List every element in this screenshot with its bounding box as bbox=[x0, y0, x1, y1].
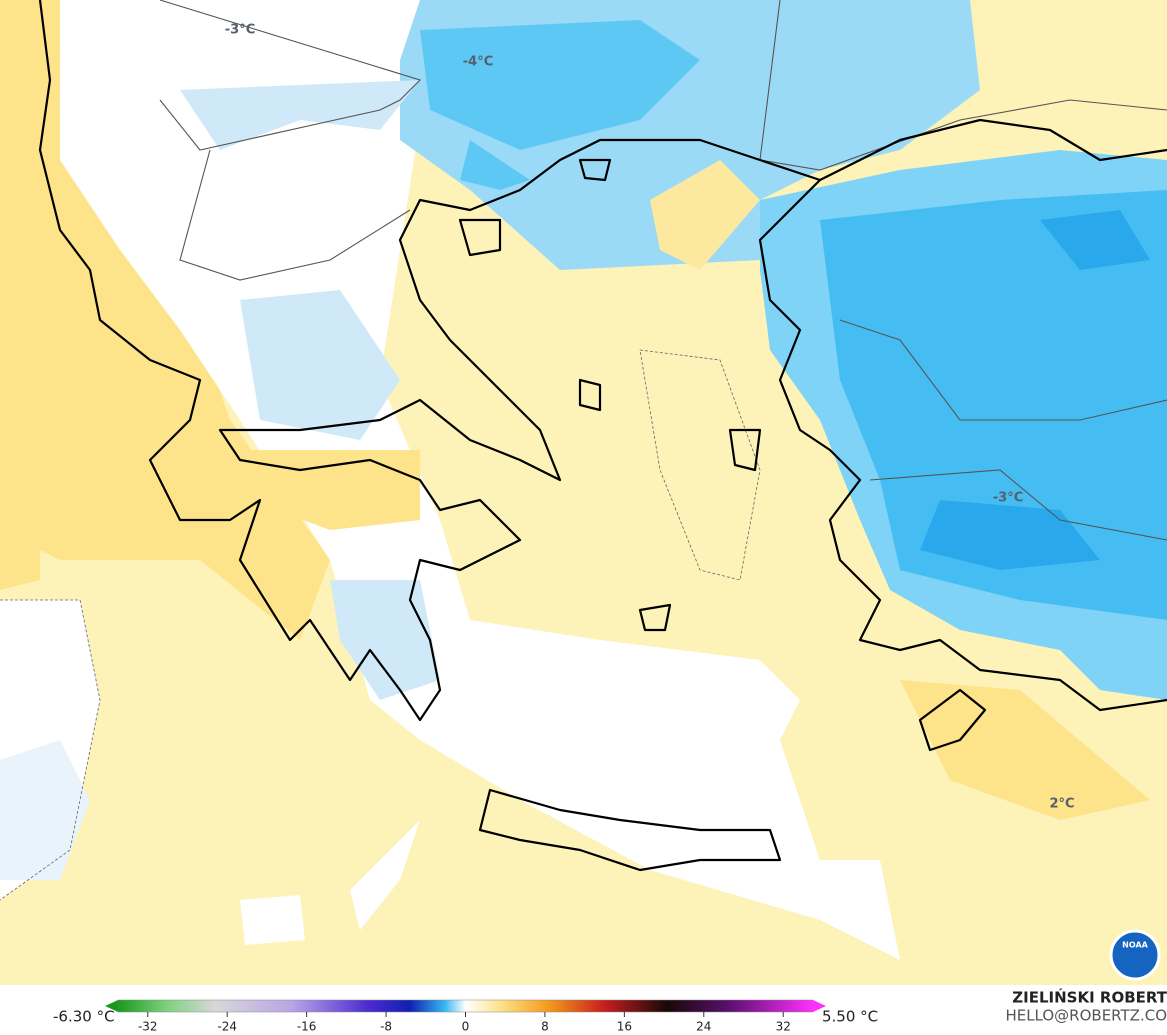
warm-zone bbox=[230, 450, 420, 530]
colorbar-min: -6.30 °C bbox=[53, 1008, 115, 1026]
contour-label: 2°C bbox=[1049, 797, 1074, 812]
island bbox=[458, 158, 762, 632]
colorbar-ramp bbox=[117, 999, 814, 1013]
cold-zone bbox=[920, 500, 1100, 570]
warm-zone bbox=[0, 0, 40, 590]
contour-label: -4°C bbox=[463, 55, 493, 70]
logo-text: NOAA bbox=[1122, 941, 1148, 950]
cold-zone bbox=[420, 20, 700, 150]
colorbar-arrow bbox=[105, 1000, 118, 1012]
colorbar-tick-label: 8 bbox=[541, 1020, 549, 1034]
colorbar-arrow bbox=[813, 1000, 826, 1012]
warm-zone bbox=[900, 680, 1150, 820]
colorbar-tick-label: 32 bbox=[776, 1020, 791, 1034]
coastline bbox=[478, 788, 782, 872]
neutral-zone bbox=[350, 820, 420, 930]
cool-zone bbox=[0, 740, 90, 880]
cool-zone bbox=[330, 580, 440, 700]
colorbar-tick-label: 0 bbox=[462, 1020, 470, 1034]
colorbar-tick-label: -24 bbox=[217, 1020, 237, 1034]
map: -3°C -4°C -3°C 2°C NOAA bbox=[0, 0, 1167, 985]
coastline bbox=[38, 0, 1167, 722]
credit-name: ZIELIŃSKI ROBERT bbox=[1012, 988, 1167, 1007]
contour-label: -3°C bbox=[225, 23, 255, 38]
isoline bbox=[639, 349, 761, 581]
colorbar-max: 5.50 °C bbox=[822, 1008, 878, 1026]
colorbar-tick-label: -8 bbox=[380, 1020, 392, 1034]
colorbar-tick-label: -32 bbox=[138, 1020, 158, 1034]
cold-zone bbox=[820, 190, 1167, 620]
credit-email: HELLO@ROBERTZ.CO bbox=[1005, 1007, 1167, 1025]
cool-zone bbox=[180, 80, 420, 150]
logo bbox=[1109, 929, 1161, 981]
coastline bbox=[758, 179, 1167, 712]
contour-label: -3°C bbox=[993, 491, 1023, 506]
coastline bbox=[918, 688, 987, 752]
contour-labels: -3°C -4°C -3°C 2°C bbox=[225, 23, 1075, 812]
cold-zone bbox=[460, 140, 530, 190]
warm-zone bbox=[650, 160, 760, 270]
colorbar: -6.30 °C 5.50 °C -32 -24 -16 -8 0 8 16 24 32 bbox=[53, 999, 878, 1034]
colorbar-tick-label: -16 bbox=[297, 1020, 317, 1034]
colorbar-tick-label: 16 bbox=[617, 1020, 632, 1034]
cold-zone bbox=[1040, 210, 1150, 270]
neutral-zone bbox=[240, 895, 305, 945]
isoline bbox=[0, 599, 101, 901]
cool-zone bbox=[240, 290, 400, 440]
colorbar-tick-label: 24 bbox=[696, 1020, 711, 1034]
neutral-zone bbox=[60, 0, 900, 960]
